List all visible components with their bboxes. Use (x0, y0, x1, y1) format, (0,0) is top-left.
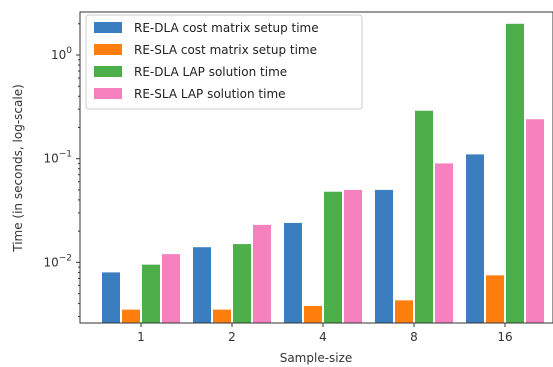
bar-4-series-3 (344, 189, 362, 323)
y-axis-ticks: 10−2 10−1 100 (43, 23, 80, 318)
y-axis-label: Time (in seconds, log-scale) (11, 84, 25, 253)
bar-1-series-3 (162, 254, 180, 323)
y-tick-label: 10−1 (43, 150, 72, 166)
bar-16-series-3 (526, 119, 544, 323)
x-tick-label: 16 (497, 330, 512, 344)
legend-frame (85, 14, 363, 110)
legend-label: RE-DLA cost matrix setup time (134, 21, 319, 35)
bar-2-series-0 (193, 247, 211, 323)
legend-swatch (94, 44, 122, 55)
bar-16-series-2 (506, 23, 524, 323)
bar-4-series-1 (304, 305, 322, 323)
y-tick-label: 100 (51, 46, 72, 62)
bar-2-series-1 (213, 309, 231, 323)
bar-16-series-0 (466, 154, 484, 323)
bar-1-series-1 (122, 309, 140, 323)
bar-2-series-2 (233, 244, 251, 323)
bar-8-series-2 (415, 110, 433, 324)
bars-group (102, 23, 544, 324)
x-tick-label: 4 (319, 330, 327, 344)
bar-8-series-1 (395, 300, 413, 323)
legend-label: RE-SLA cost matrix setup time (134, 43, 317, 57)
bar-8-series-3 (435, 163, 453, 323)
bar-1-series-2 (142, 264, 160, 323)
x-tick-label: 2 (228, 330, 236, 344)
bar-8-series-0 (375, 189, 393, 323)
bar-16-series-1 (486, 275, 504, 323)
legend-swatch (94, 88, 122, 99)
bar-4-series-0 (284, 222, 302, 323)
y-tick-label: 10−2 (43, 253, 72, 269)
bar-2-series-3 (253, 224, 271, 323)
x-axis-ticks: 1 2 4 8 16 (137, 323, 513, 344)
x-tick-label: 1 (137, 330, 145, 344)
legend-label: RE-DLA LAP solution time (134, 65, 287, 79)
legend-label: RE-SLA LAP solution time (134, 87, 286, 101)
legend-swatch (94, 66, 122, 77)
legend: RE-DLA cost matrix setup time RE-SLA cost… (85, 14, 363, 110)
legend-swatch (94, 22, 122, 33)
plot-frame (79, 11, 553, 324)
bar-4-series-2 (324, 191, 342, 323)
x-axis-label: Sample-size (280, 351, 353, 365)
bar-1-series-0 (102, 272, 120, 323)
x-tick-label: 8 (410, 330, 418, 344)
